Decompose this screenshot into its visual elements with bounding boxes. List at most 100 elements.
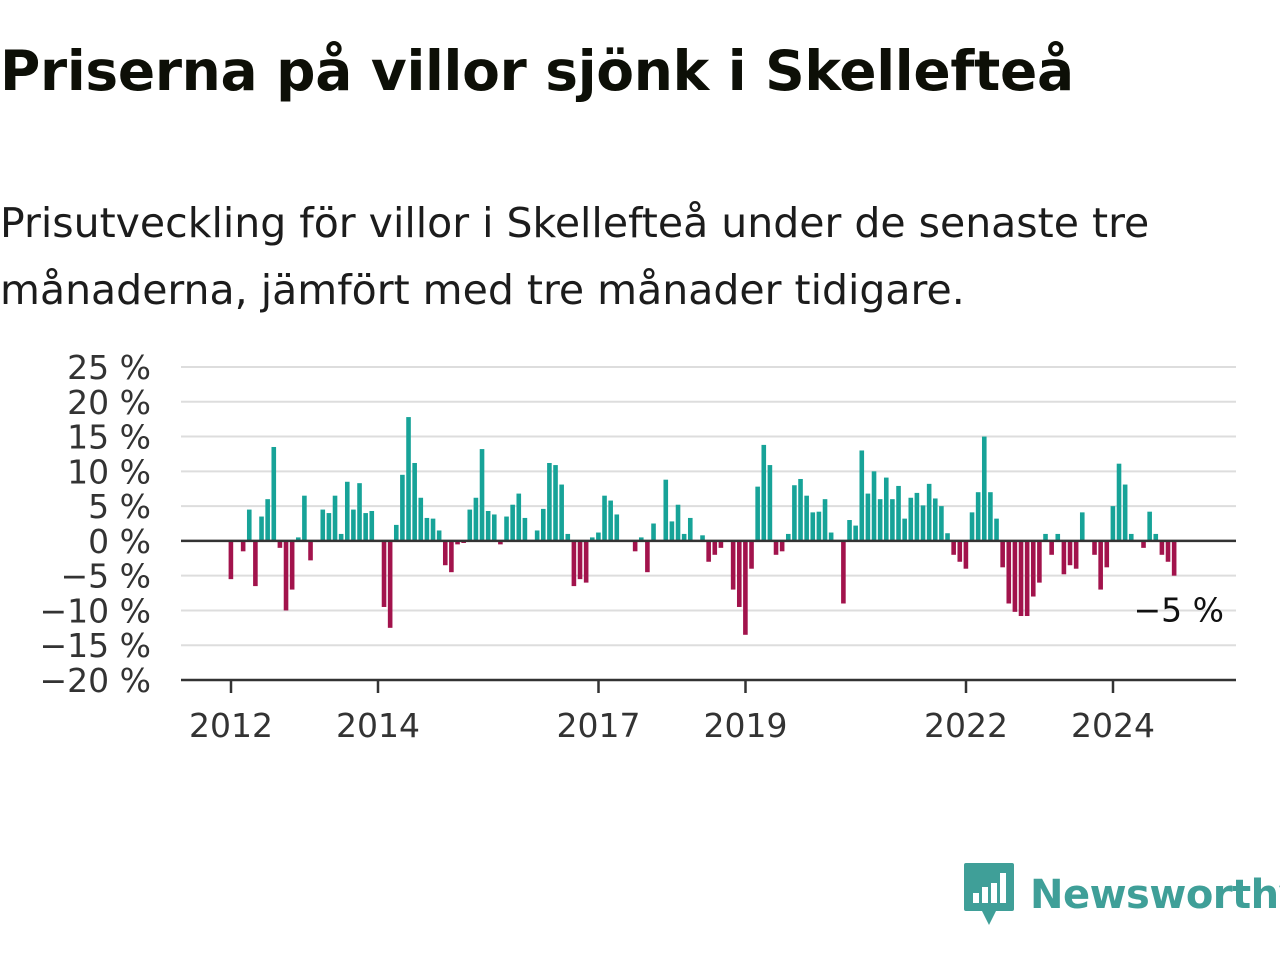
bar — [706, 540, 711, 562]
bar — [932, 498, 938, 541]
bar — [945, 533, 950, 541]
bar — [743, 540, 748, 635]
bar — [449, 540, 454, 573]
y-tick-label: 10 % — [67, 452, 151, 491]
bar — [1079, 512, 1085, 541]
bar — [608, 500, 613, 541]
bar — [1165, 540, 1171, 562]
bar — [914, 492, 920, 541]
bar — [295, 537, 301, 541]
bar — [767, 465, 773, 541]
bar — [828, 532, 834, 541]
bar — [681, 533, 687, 541]
bar — [1037, 540, 1042, 583]
bar — [547, 462, 552, 541]
bar — [1104, 540, 1110, 568]
bar — [602, 495, 607, 541]
x-tick-label: 2012 — [189, 706, 273, 745]
y-tick-label: 0 % — [88, 522, 151, 561]
bar — [504, 516, 509, 541]
bar — [369, 510, 375, 541]
y-tick-label: 25 % — [67, 348, 151, 387]
bar — [534, 530, 540, 541]
bar — [761, 444, 767, 541]
bar — [393, 524, 399, 541]
bar — [455, 540, 460, 545]
bar — [400, 474, 405, 541]
bar — [516, 493, 522, 541]
bar — [994, 518, 999, 541]
bar — [485, 510, 491, 541]
bar — [804, 495, 809, 541]
bar — [957, 540, 963, 562]
bar — [632, 540, 638, 552]
bar — [412, 462, 417, 541]
bar — [265, 499, 270, 541]
bar — [785, 533, 791, 541]
bar — [1055, 533, 1061, 541]
bar — [1024, 540, 1030, 617]
bar — [1006, 540, 1012, 604]
bar — [253, 540, 258, 587]
bar — [1061, 540, 1067, 575]
bar — [357, 483, 362, 541]
bar — [975, 492, 981, 541]
bar — [387, 540, 393, 628]
bar — [344, 481, 350, 541]
bar — [969, 512, 975, 541]
bar — [883, 477, 889, 541]
bar — [442, 540, 448, 566]
bar — [651, 523, 656, 541]
bar — [326, 513, 332, 541]
bar — [381, 540, 387, 607]
bar — [1098, 540, 1103, 590]
bar — [853, 525, 858, 541]
y-tick-labels: 25 %20 %15 %10 %5 %0 %−5 %−10 %−15 %−20 … — [40, 348, 152, 700]
bar — [491, 514, 497, 541]
bar — [779, 540, 785, 552]
y-tick-label: 15 % — [67, 418, 151, 457]
page-subtitle: Prisutveckling för villor i Skellefteå u… — [0, 199, 1150, 314]
y-tick-label: 5 % — [88, 487, 151, 526]
bar — [951, 540, 956, 555]
bar — [773, 540, 779, 555]
y-tick-label: 20 % — [67, 383, 151, 422]
y-tick-label: −15 % — [40, 626, 152, 665]
bar — [963, 540, 969, 569]
brand-name: Newsworthy — [1030, 872, 1280, 918]
bar — [320, 509, 326, 541]
bar — [810, 512, 816, 541]
bar — [736, 540, 742, 607]
bar — [939, 506, 944, 541]
bar — [1030, 540, 1036, 597]
bar — [865, 493, 871, 541]
bar — [847, 520, 852, 541]
bar — [1171, 540, 1177, 576]
bar — [338, 533, 344, 541]
bar — [816, 511, 822, 541]
bar-chart: 25 %20 %15 %10 %5 %0 %−5 %−10 %−15 %−20 … — [40, 348, 1236, 745]
bar — [1018, 540, 1024, 617]
bar — [553, 465, 558, 541]
bar — [988, 492, 993, 541]
bar — [430, 518, 436, 541]
bar — [663, 479, 669, 541]
bar — [877, 499, 883, 541]
bar — [1141, 540, 1146, 548]
x-tick-labels: 2012 2014 2017 2019 2022 2024 — [189, 680, 1155, 745]
bar — [687, 517, 693, 541]
bar — [498, 540, 503, 545]
grid-lines — [181, 366, 1236, 647]
bar — [614, 514, 620, 541]
bar — [841, 540, 846, 604]
bar — [1153, 533, 1159, 541]
bar — [510, 504, 515, 541]
bar — [522, 517, 528, 541]
bar — [822, 499, 828, 541]
bar — [700, 535, 705, 541]
bar — [871, 471, 877, 541]
bar — [589, 537, 595, 541]
bar — [920, 505, 926, 541]
bar — [436, 530, 442, 541]
bar — [890, 499, 895, 541]
